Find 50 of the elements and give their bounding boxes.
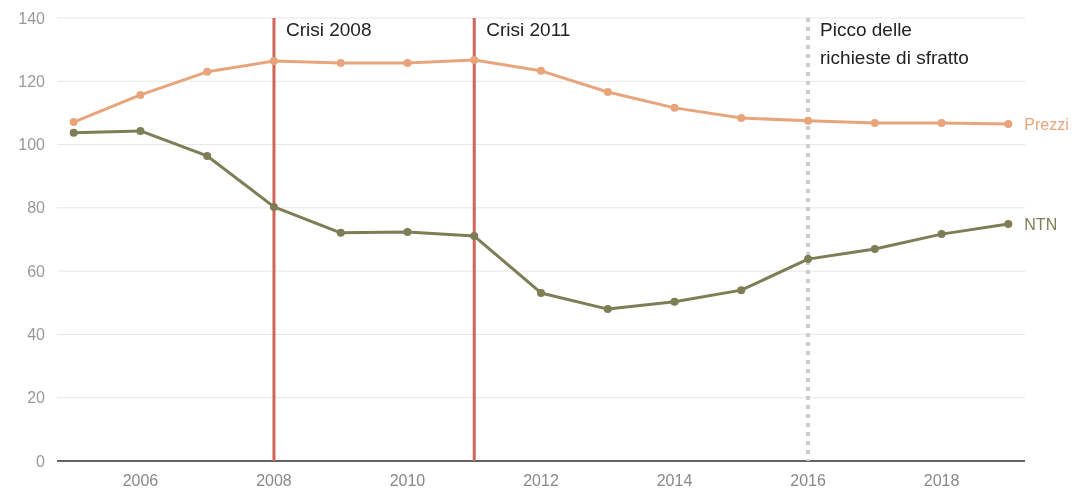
point	[537, 66, 545, 75]
point	[870, 119, 879, 128]
point	[737, 113, 746, 122]
point	[136, 90, 145, 99]
ref-line-label: Crisi 2011	[486, 19, 571, 40]
point	[403, 227, 412, 236]
point	[804, 255, 813, 264]
point	[203, 151, 212, 160]
point	[537, 288, 545, 297]
x-tick-label: 2008	[256, 472, 292, 489]
x-tick-label: 2012	[523, 472, 559, 489]
x-tick-label: 2010	[389, 472, 426, 489]
y-tick-label: 100	[18, 136, 46, 154]
point	[269, 202, 278, 211]
point	[870, 244, 879, 253]
x-tick-label: 2014	[656, 472, 693, 489]
point	[470, 56, 479, 65]
series-label: NTN	[1024, 215, 1058, 233]
x-tick-label: 2006	[122, 472, 159, 489]
point	[470, 232, 479, 241]
ref-line-label: Crisi 2008	[285, 19, 372, 40]
y-tick-label: 0	[36, 452, 46, 470]
y-tick-label: 120	[18, 72, 46, 90]
x-tick-label: 2018	[923, 472, 960, 489]
point	[603, 88, 612, 97]
point	[937, 119, 946, 128]
point	[136, 126, 145, 135]
y-tick-label: 60	[27, 262, 46, 280]
point	[670, 297, 679, 306]
series-label: Prezzi	[1024, 115, 1069, 133]
point	[69, 118, 78, 127]
point	[403, 58, 412, 67]
point	[1004, 220, 1013, 228]
point	[336, 58, 345, 67]
point	[937, 230, 946, 239]
y-tick-label: 140	[18, 9, 46, 27]
point	[1004, 120, 1013, 128]
point	[69, 128, 78, 137]
point	[203, 67, 212, 76]
point	[804, 116, 813, 125]
point	[670, 103, 679, 112]
x-tick-label: 2016	[790, 472, 826, 489]
point	[269, 57, 278, 66]
point	[737, 286, 746, 295]
y-tick-label: 20	[27, 389, 46, 407]
point	[336, 228, 345, 237]
y-tick-label: 80	[27, 199, 46, 217]
ref-line-label: Picco delle richieste di sfratto	[820, 19, 969, 68]
point	[603, 305, 612, 314]
y-tick-label: 40	[27, 326, 46, 344]
